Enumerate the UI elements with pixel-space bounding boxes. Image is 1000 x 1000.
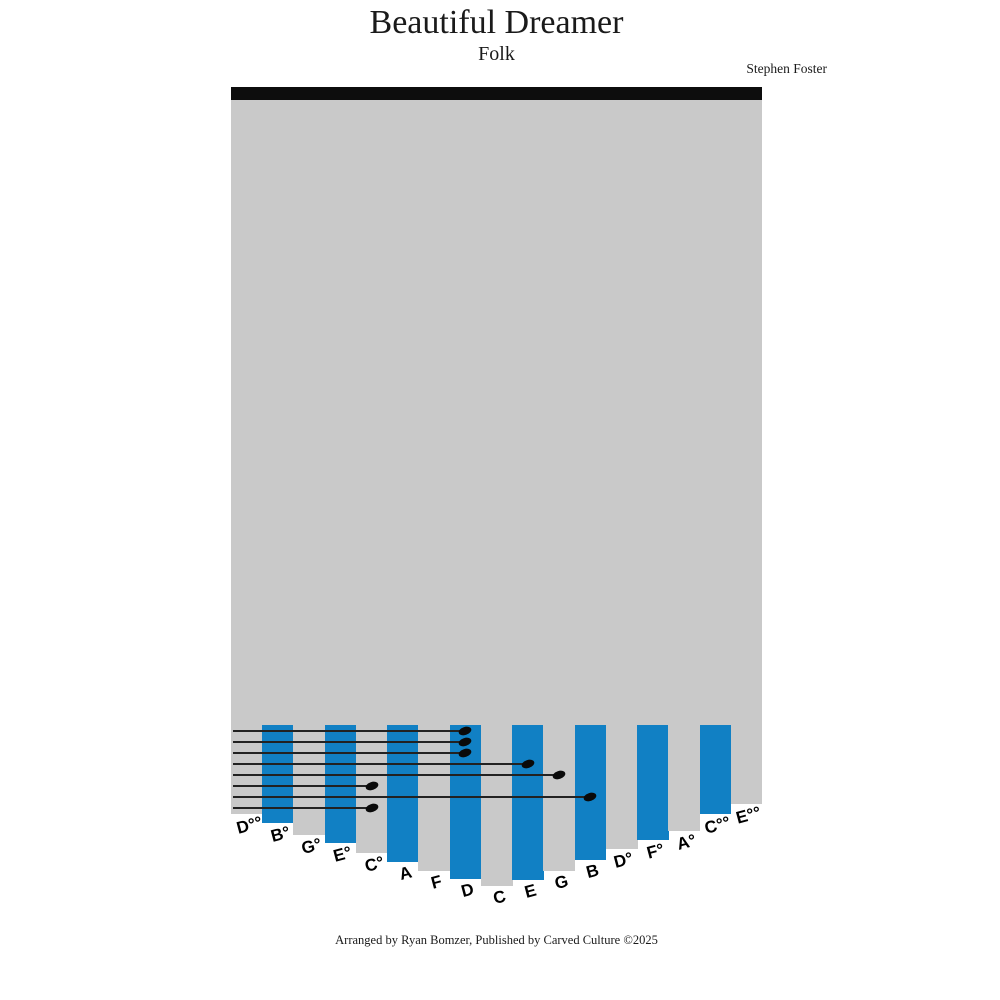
tine-label: E° — [331, 842, 354, 866]
tine-label: B — [584, 860, 602, 882]
tine-column — [605, 723, 638, 849]
tine-label: C — [490, 886, 508, 908]
note-line — [233, 785, 372, 787]
note-line — [233, 774, 559, 776]
tine-label: G — [552, 871, 571, 894]
tine-bar — [324, 725, 357, 843]
tine-label: D°° — [234, 812, 265, 838]
tine-label: E — [522, 880, 539, 902]
tine-label: A — [396, 862, 414, 884]
page-subtitle: Folk — [478, 43, 515, 66]
sheet-header-bar — [231, 87, 762, 100]
note-line — [233, 807, 372, 809]
tine-label: D° — [612, 848, 636, 872]
tine-bar — [512, 725, 544, 880]
tine-bar — [387, 725, 419, 862]
tine-column — [730, 723, 763, 804]
note-line — [233, 752, 466, 754]
tine-label: B° — [268, 822, 292, 846]
tine-column — [231, 723, 263, 814]
note-line — [233, 796, 591, 798]
note-line — [233, 741, 466, 743]
tine-column — [668, 723, 701, 831]
tine-bar — [637, 725, 669, 840]
footer-credit: Arranged by Ryan Bomzer, Published by Ca… — [335, 933, 658, 947]
page-title: Beautiful Dreamer — [369, 4, 624, 41]
tine-label: C°° — [702, 812, 733, 838]
title-block: Beautiful Dreamer Folk — [231, 4, 762, 65]
tine-label: F° — [644, 839, 666, 863]
tine-label: C° — [362, 852, 386, 876]
note-line — [233, 730, 466, 732]
tine-label: G° — [299, 834, 324, 858]
tine-label: E°° — [734, 802, 764, 828]
note-line — [233, 763, 528, 765]
tine-column — [293, 723, 326, 835]
tine-label: F — [428, 871, 444, 893]
tine-bar — [699, 725, 732, 814]
sheet-background — [231, 100, 762, 724]
tine-label: D — [459, 879, 477, 901]
tine-label: A° — [674, 830, 699, 854]
tine-column — [480, 723, 513, 886]
composer-name: Stephen Foster — [746, 61, 827, 76]
